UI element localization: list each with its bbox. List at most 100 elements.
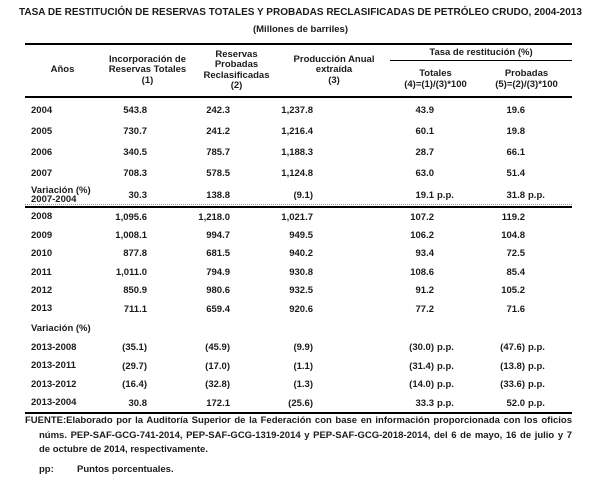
cell: 33.3 p.p. [415,397,454,409]
column-header-probadas: Probadas (5)=(2)/(3)*100 [495,68,558,91]
row-label: 2013-2011 [31,360,76,372]
pp-note: pp: Puntos porcentuales. [39,464,572,475]
cell: (16.4) [122,379,147,391]
column-header-incorporacion: Incorporación de Reservas Totales (1) [108,53,187,86]
cell: (9.9) [293,342,313,354]
pp-suffix: p.p. [528,360,545,372]
pp-suffix [434,105,453,116]
pp-suffix [525,212,544,223]
table-row: Variación (%) 2007-2004 30.3 138.8 (9.1) 19.… [25,184,572,208]
cell: 794.9 [206,266,230,278]
cell: (35.1) [122,342,147,354]
cell: 730.7 [123,126,147,137]
cell: (45.9) [205,342,230,354]
table-row: 2007 708.3 578.5 1,124.8 63.0 51.4 [25,163,572,184]
cell: 51.4 [481,168,572,179]
row-label: 2007 [31,167,53,179]
column-group-tasa-restitucion: Tasa de restitución (%) Totales (4)=(1)/… [390,45,572,96]
row-label: 2008 [31,211,53,223]
cell: 1,218.0 [198,211,230,223]
cell: 52.0 p.p. [506,397,545,409]
cell: 138.8 [206,189,230,201]
pp-suffix [434,212,453,223]
cell: (30.0) p.p. [409,342,454,354]
table-footer: FUENTE:Elaborado por la Auditoría Superi… [25,414,572,475]
row-label: 2004 [31,104,53,116]
table-row: 2009 1,008.1 994.7 949.5 106.2 104.8 [25,226,572,244]
cell: (25.6) [288,397,313,409]
table-body: 2004 543.8 242.3 1,237.8 43.9 19.6 2005 730.7 24… [25,98,572,415]
cell: 241.2 [206,126,230,137]
cell: 932.5 [289,285,313,297]
cell: 930.8 [289,266,313,278]
table-row: 2013-2008 (35.1) (45.9) (9.9) (30.0) p.p. (47.… [25,338,572,357]
data-table: Años Incorporación de Reservas Totales (… [25,43,572,415]
cell: 877.8 [123,248,147,260]
row-label: 2013-2012 [31,378,77,390]
cell: 1,124.8 [281,168,313,179]
cell: 1,237.8 [281,105,313,116]
cell: 1,095.6 [115,211,147,223]
cell: 30.8 [128,397,148,409]
pp-suffix [525,248,544,259]
cell: 19.6 [481,105,572,116]
table-row: 2013 711.1 659.4 920.6 77.2 71.6 [25,300,572,318]
pp-suffix: p.p. [437,342,454,354]
column-header-reservas-probadas: Reservas Probadas Reclasificadas (2) [203,48,270,91]
cell: 106.2 [390,230,481,241]
pp-suffix [434,285,453,296]
row-label: 2012 [31,285,53,296]
pp-suffix: p.p. [437,379,454,391]
cell: 19.8 [481,126,572,137]
cell: 949.5 [289,230,313,242]
source-label: FUENTE: [25,415,67,426]
cell: 681.5 [206,248,230,260]
cell: 578.5 [206,168,230,179]
pp-suffix [525,285,544,296]
pp-suffix [525,147,544,158]
pp-label: pp: [39,463,54,475]
table-subtitle: (Millones de barriles) [252,24,349,35]
cell: 659.4 [206,303,230,315]
row-label: 2006 [31,146,53,158]
pp-text: Puntos porcentuales. [77,463,174,475]
cell: 543.8 [123,105,147,116]
table-row: 2006 340.5 785.7 1,188.3 28.7 66.1 [25,142,572,163]
pp-suffix [525,304,544,315]
pp-suffix: p.p. [528,189,545,201]
table-header: Años Incorporación de Reservas Totales (… [25,45,572,98]
cell: 91.2 [390,285,481,296]
cell: (17.0) [205,360,230,372]
source-text: Elaborado por la Auditoría Superior de l… [39,415,572,455]
column-header-anos: Años [50,64,75,76]
row-label: 2009 [31,229,53,241]
pp-suffix: p.p. [437,360,454,372]
cell: 19.1 p.p. [415,189,454,201]
pp-suffix: p.p. [528,379,545,391]
column-header-produccion: Producción Anual extraída (3) [293,53,375,86]
pp-suffix [434,304,453,315]
pp-suffix: p.p. [437,189,454,201]
table-title: TASA DE RESTITUCIÓN DE RESERVAS TOTALES … [19,7,582,18]
cell: 1,008.1 [115,230,147,242]
cell: 77.2 [390,304,481,315]
pp-suffix [434,248,453,259]
cell: 980.6 [206,285,230,297]
cell: (32.8) [205,379,230,391]
pp-suffix: p.p. [528,342,545,354]
cell: 104.8 [481,230,572,241]
table-row: 2008 1,095.6 1,218.0 1,021.7 107.2 119.2 [25,208,572,226]
pp-suffix [434,267,453,278]
row-label: 2013-2004 [31,397,77,409]
pp-suffix [525,126,544,137]
pp-suffix: p.p. [437,397,454,409]
cell: 60.1 [390,126,481,137]
pp-suffix [525,168,544,179]
cell: (29.7) [122,360,147,372]
table-row: 2012 850.9 980.6 932.5 91.2 105.2 [25,282,572,300]
table-row: Variación (%) [25,318,572,338]
row-label: Variación (%) 2007-2004 [31,184,91,205]
cell: (13.8) p.p. [500,360,545,372]
cell: 172.1 [206,397,230,409]
cell: 785.7 [206,147,230,158]
